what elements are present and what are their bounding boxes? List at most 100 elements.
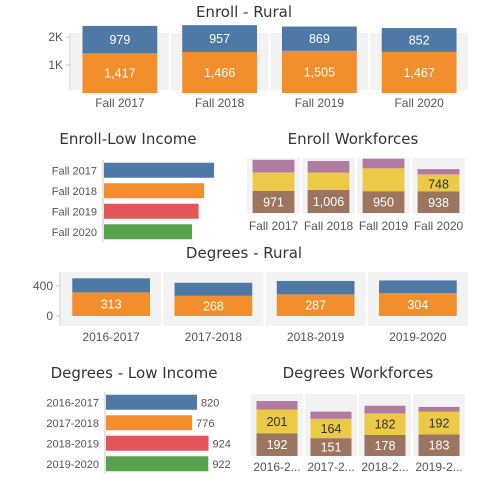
enroll_rural-category-label: Fall 2019 [295,96,345,110]
degrees_workforces-bar [418,411,460,435]
enroll_rural-y-tick-label: 2K [48,30,63,44]
degrees_rural-category-label: 2017-2018 [185,330,243,344]
enroll_rural-bar [82,53,158,93]
degrees_workforces-bar [310,438,352,456]
degrees_rural-title: Degrees - Rural [186,244,302,262]
degrees_workforces-title: Degrees Workforces [283,364,434,382]
enroll_workforces-bar [307,161,350,173]
enroll_workforces-bar [252,190,295,213]
degrees_low_income-category-label: 2019-2020 [46,459,99,471]
degrees_rural-bar [72,278,150,293]
enroll_low_income-bar [104,203,199,219]
degrees_workforces-data-label: 192 [429,417,450,431]
degrees_rural-data-label: 313 [101,298,122,312]
enroll_rural-data-label: 957 [209,32,230,46]
enroll_workforces-category-label: Fall 2019 [359,219,409,233]
enroll_rural-chart [66,25,468,93]
degrees_low_income-bar [106,415,193,431]
degrees_workforces-category-label: 2018-2... [361,460,408,474]
degrees_low_income-category-label: 2016-2017 [46,397,99,409]
enroll_rural-bar [182,51,258,93]
enroll_low_income-bar [104,162,214,178]
degrees_rural-y-tick-label: 400 [33,279,53,293]
degrees_low_income-category-label: 2017-2018 [46,418,99,430]
degrees_rural-bar [276,280,355,295]
enroll_workforces-bar [362,168,405,192]
enroll_low_income-category-label: Fall 2018 [52,186,97,198]
degrees_low_income-category-label: 2018-2019 [46,438,99,450]
enroll_rural-data-label: 869 [309,32,330,46]
degrees_workforces-data-label: 183 [429,439,450,453]
degrees_workforces-data-label: 182 [375,418,396,432]
enroll_workforces-title: Enroll Workforces [288,130,419,148]
enroll_rural-bar [381,51,457,93]
enroll_workforces-bar [362,158,405,169]
degrees_rural-bar [72,292,150,316]
degrees_low_income-chart [104,392,209,474]
enroll_workforces-bar [252,159,295,173]
enroll_workforces-data-label: 950 [373,196,394,210]
enroll_workforces-chart [247,158,465,214]
degrees_rural-category-label: 2019-2020 [389,330,447,344]
enroll_workforces-category-label: Fall 2017 [249,219,299,233]
enroll_workforces-bar [252,172,295,191]
degrees_workforces-bar [310,418,352,439]
degrees_low_income-bar [106,456,209,472]
enroll_low_income-title: Enroll-Low Income [59,130,196,148]
degrees_rural-bar [379,293,457,316]
enroll_low_income-category-label: Fall 2020 [52,227,97,239]
enroll_workforces-bar [417,174,460,192]
enroll_rural-data-label: 1,417 [104,67,135,81]
degrees_workforces-chart [251,394,465,456]
enroll_low_income-bar [104,224,192,240]
degrees_workforces-category-label: 2017-2... [307,460,354,474]
enroll_low_income-category-label: Fall 2019 [52,206,97,218]
enroll_workforces-category-label: Fall 2020 [414,219,464,233]
enroll_rural-data-label: 1,467 [403,66,434,80]
enroll_workforces-bar [307,189,350,213]
enroll_rural-category-label: Fall 2018 [195,96,245,110]
degrees_rural-category-label: 2018-2019 [287,330,345,344]
degrees_workforces-bar [256,409,298,434]
degrees_low_income-title: Degrees - Low Income [51,364,218,382]
enroll_rural-y-tick-label: 1K [48,58,63,72]
degrees_workforces-data-label: 164 [321,422,342,436]
degrees_workforces-data-label: 151 [321,441,342,455]
enroll_workforces-data-label: 1,006 [313,195,344,209]
enroll_workforces-bar [362,191,405,213]
degrees_rural-bar [174,295,253,316]
degrees_low_income-bar [106,435,209,451]
degrees_low_income-bar [106,394,197,410]
degrees_low_income-data-label: 924 [213,438,231,450]
enroll_workforces-data-label: 748 [428,177,449,191]
enroll_low_income-chart [102,160,214,242]
degrees_workforces-bar [418,434,460,456]
enroll_workforces-bar [417,169,460,175]
degrees_rural-bar [379,280,457,294]
enroll_rural-data-label: 979 [109,33,130,47]
enroll_rural-bar [82,25,158,54]
degrees_rural-y-tick-label: 0 [46,309,53,323]
enroll_rural-category-label: Fall 2020 [394,96,444,110]
degrees_workforces-bar [256,401,298,410]
enroll_rural-data-label: 1,505 [304,65,335,79]
degrees_rural-chart [56,272,468,326]
degrees_workforces-bar [364,405,406,414]
enroll_workforces-bar [417,191,460,213]
degrees_low_income-data-label: 820 [201,397,219,409]
degrees_low_income-data-label: 776 [196,418,214,430]
enroll_rural-category-label: Fall 2017 [95,96,145,110]
enroll_rural-bar [281,26,357,51]
degrees_workforces-bar [364,413,406,435]
enroll_workforces-bar [307,172,350,190]
degrees_workforces-data-label: 192 [267,438,288,452]
enroll_workforces-data-label: 971 [263,195,284,209]
enroll_rural-data-label: 1,466 [204,66,235,80]
degrees_rural-bar [276,294,355,316]
enroll_rural-title: Enroll - Rural [196,3,292,21]
enroll_rural-data-label: 852 [409,33,430,47]
degrees_rural-data-label: 304 [407,298,428,312]
degrees_workforces-category-label: 2016-2... [253,460,300,474]
degrees_workforces-data-label: 178 [375,439,396,453]
